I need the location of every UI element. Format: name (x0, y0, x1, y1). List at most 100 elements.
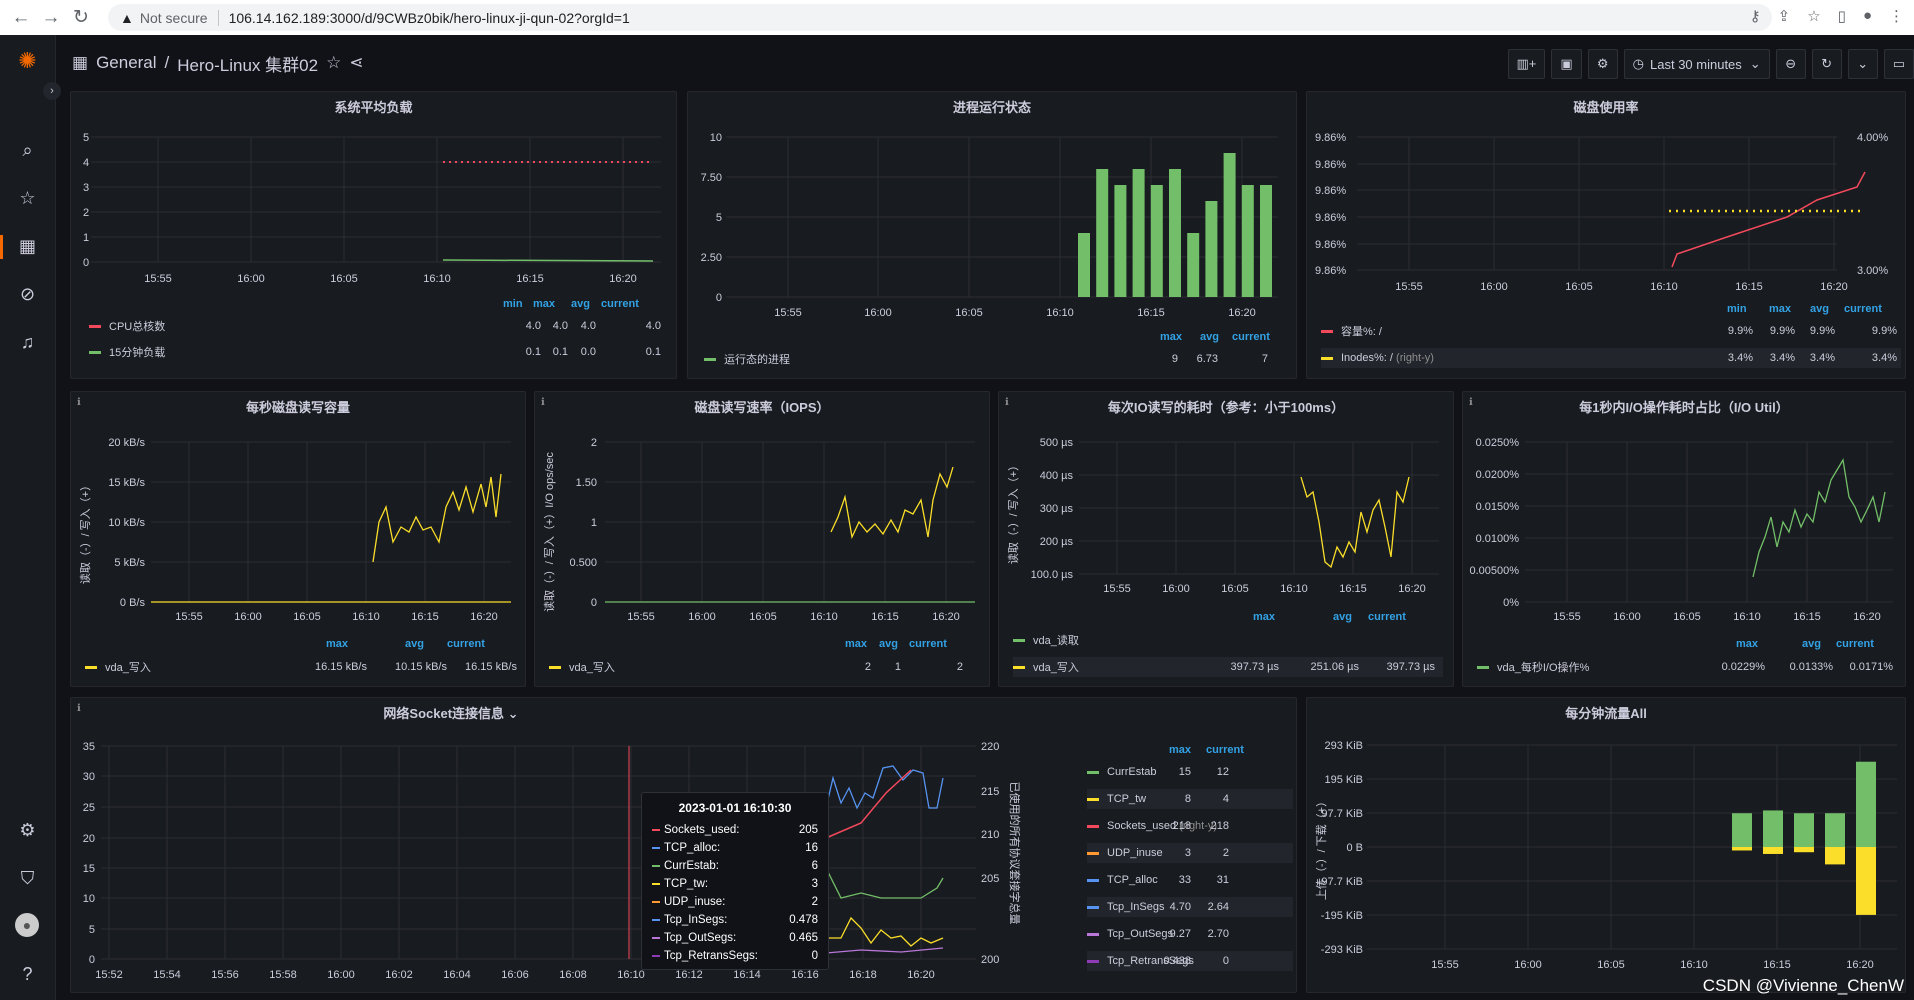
legend-col-avg[interactable]: avg (1200, 331, 1219, 343)
zoom-out-button[interactable]: ⊖ (1775, 49, 1806, 79)
legend-item[interactable]: vda_写入 (1013, 657, 1443, 677)
legend-item[interactable]: 运行态的进程 (704, 349, 790, 369)
info-icon[interactable]: ℹ (1005, 397, 1009, 408)
legend-col-max[interactable]: max (326, 638, 349, 650)
legend-col-current[interactable]: current (1368, 611, 1406, 623)
alerting-icon[interactable]: ♫ (20, 332, 35, 352)
starred-icon[interactable]: ☆ (19, 188, 36, 208)
legend-item[interactable]: UDP_inuse (1087, 843, 1293, 863)
info-icon[interactable]: ℹ (1469, 397, 1473, 408)
favorite-star-icon[interactable]: ☆ (326, 53, 342, 72)
legend-col-min[interactable]: min (1727, 303, 1747, 315)
tooltip-value: 0.478 (789, 914, 818, 926)
legend-value: 4.0 (552, 320, 568, 332)
legend-col-max[interactable]: max (1769, 303, 1792, 315)
shield-icon[interactable]: ⛉ (20, 868, 35, 888)
legend-item[interactable]: vda_写入 (549, 657, 615, 677)
share-icon[interactable]: ⋖ (349, 53, 364, 72)
panel-title[interactable]: 网络Socket连接信息 ⌄ (71, 703, 831, 722)
legend-col-current[interactable]: current (1844, 303, 1882, 315)
svg-text:16:20: 16:20 (932, 611, 960, 623)
legend-col-avg[interactable]: avg (879, 638, 898, 650)
legend-col-max[interactable]: max (1169, 744, 1192, 756)
address-bar[interactable]: ▲ Not secure 106.14.162.189:3000/d/9CWBz… (108, 4, 1772, 31)
tooltip-row: UDP_inuse: 2 (642, 893, 828, 911)
info-icon[interactable]: ℹ (77, 397, 81, 408)
legend-col-current[interactable]: current (1232, 331, 1270, 343)
legend-item[interactable]: 15分钟负载 (89, 342, 165, 362)
legend-col-current[interactable]: current (447, 638, 485, 650)
legend-item[interactable]: Inodes%: / (right-y) (1321, 348, 1901, 368)
series-vda-write (372, 473, 502, 563)
warning-icon: ▲ (120, 9, 134, 26)
add-panel-button[interactable]: ▥+ (1507, 49, 1546, 79)
panel-load-average: 系统平均负载 5 4 3 2 1 0 15:55 16:00 16:05 16:10 16:15 1… (70, 91, 677, 379)
legend-col-current[interactable]: current (601, 298, 639, 310)
legend-item[interactable]: CPU总核数 (89, 316, 165, 336)
refresh-button[interactable]: ↻ (1811, 49, 1842, 79)
legend-col-avg[interactable]: avg (405, 638, 424, 650)
time-picker[interactable]: ◷ Last 30 minutes ⌄ (1623, 49, 1770, 79)
back-icon[interactable]: ← (11, 6, 31, 28)
legend-col-min[interactable]: min (503, 298, 523, 310)
legend-col-avg[interactable]: avg (1333, 611, 1352, 623)
chevron-down-icon: ⌄ (1749, 56, 1761, 71)
legend-col-max[interactable]: max (1736, 638, 1759, 650)
legend-col-max[interactable]: max (1160, 331, 1183, 343)
settings-button[interactable]: ⚙ (1587, 49, 1618, 79)
legend-col-avg[interactable]: avg (571, 298, 590, 310)
help-icon[interactable]: ? (22, 964, 33, 984)
save-button[interactable]: ▣ (1551, 49, 1582, 79)
legend-item[interactable]: Tcp_RetransSegs (1087, 951, 1293, 971)
legend-item[interactable]: vda_写入 (85, 657, 151, 677)
legend-col-avg[interactable]: avg (1802, 638, 1821, 650)
svg-text:16:15: 16:15 (871, 611, 899, 623)
info-icon[interactable]: ℹ (77, 703, 81, 714)
sidepanel-icon[interactable]: ▯ (1837, 8, 1846, 25)
legend-col-max[interactable]: max (845, 638, 868, 650)
grafana-logo-icon[interactable]: ✺ (18, 47, 37, 73)
refresh-interval-dropdown[interactable]: ⌄ (1847, 49, 1878, 79)
expand-icon[interactable]: › (43, 82, 61, 100)
legend-item[interactable]: 容量%: / (1321, 321, 1382, 341)
explore-icon[interactable]: ⊘ (19, 284, 36, 304)
process-bar (1132, 169, 1145, 297)
svg-text:16:15: 16:15 (411, 611, 439, 623)
profile-icon[interactable]: ● (1862, 7, 1872, 24)
legend-item[interactable]: Tcp_OutSegs (1087, 924, 1293, 944)
reload-icon[interactable]: ↻ (73, 7, 89, 28)
legend-value: 0.0229% (1721, 661, 1765, 673)
dashboards-icon[interactable]: ▦ (18, 236, 36, 256)
gear-icon[interactable]: ⚙ (19, 820, 36, 840)
legend-col-max[interactable]: max (1253, 611, 1276, 623)
legend-col-current[interactable]: current (1206, 744, 1244, 756)
legend-col-current[interactable]: current (909, 638, 947, 650)
svg-text:15:54: 15:54 (153, 969, 181, 981)
legend-item[interactable]: vda_每秒I/O操作% (1477, 657, 1589, 677)
tv-mode-button[interactable]: ▭ (1883, 49, 1914, 79)
legend-item[interactable]: Tcp_InSegs (1087, 897, 1293, 917)
legend-item[interactable]: CurrEstab (1087, 762, 1293, 782)
legend-value: 0.1 (645, 346, 661, 358)
breadcrumb-section[interactable]: General (96, 53, 157, 72)
share-icon[interactable]: ⇪ (1777, 8, 1791, 25)
legend-item[interactable]: TCP_tw (1087, 789, 1293, 809)
svg-text:1: 1 (591, 517, 597, 529)
info-icon[interactable]: ℹ (541, 397, 545, 408)
legend-col-current[interactable]: current (1836, 638, 1874, 650)
legend-value: 397.73 µs (1230, 661, 1279, 673)
page-title[interactable]: Hero-Linux 集群02 (177, 55, 319, 75)
forward-icon[interactable]: → (41, 6, 61, 28)
avatar[interactable]: ● (15, 913, 39, 937)
menu-icon[interactable]: ⋮ (1889, 8, 1904, 25)
star-icon[interactable]: ☆ (1807, 8, 1821, 25)
key-icon[interactable]: ⚷ (1749, 8, 1761, 25)
legend-col-avg[interactable]: avg (1810, 303, 1829, 315)
legend-label: vda_读取 (1033, 635, 1079, 647)
search-icon[interactable]: ⌕ (22, 140, 33, 160)
legend-item[interactable]: Sockets_used (right-y) (1087, 816, 1293, 836)
legend-col-max[interactable]: max (533, 298, 556, 310)
upload-bar (1794, 847, 1814, 853)
legend-item[interactable]: TCP_alloc (1087, 870, 1293, 890)
legend-item[interactable]: vda_读取 (1013, 630, 1079, 650)
